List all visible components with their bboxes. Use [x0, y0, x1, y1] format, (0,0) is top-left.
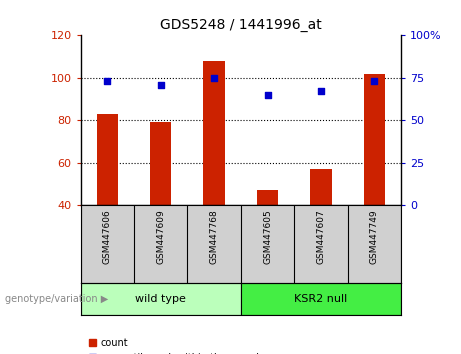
Text: GSM447768: GSM447768	[210, 209, 219, 264]
Text: GSM447605: GSM447605	[263, 209, 272, 264]
Text: genotype/variation ▶: genotype/variation ▶	[5, 294, 108, 304]
Bar	[81, 283, 241, 315]
Text: GSM447607: GSM447607	[316, 209, 325, 264]
Bar	[364, 74, 385, 205]
Bar	[150, 122, 171, 205]
Point	[211, 75, 218, 81]
Title: GDS5248 / 1441996_at: GDS5248 / 1441996_at	[160, 18, 322, 32]
Legend: count, percentile rank within the sample: count, percentile rank within the sample	[86, 334, 269, 354]
Text: KSR2 null: KSR2 null	[294, 294, 348, 304]
Bar	[97, 114, 118, 205]
Bar	[241, 283, 401, 315]
Bar	[257, 190, 278, 205]
Text: GSM447609: GSM447609	[156, 209, 165, 264]
Bar	[310, 169, 331, 205]
Point	[264, 92, 271, 98]
Text: wild type: wild type	[136, 294, 186, 304]
Text: GSM447749: GSM447749	[370, 209, 379, 264]
Text: GSM447606: GSM447606	[103, 209, 112, 264]
Bar	[203, 61, 225, 205]
Point	[317, 88, 325, 94]
Point	[157, 82, 165, 87]
Point	[371, 79, 378, 84]
Point	[104, 79, 111, 84]
